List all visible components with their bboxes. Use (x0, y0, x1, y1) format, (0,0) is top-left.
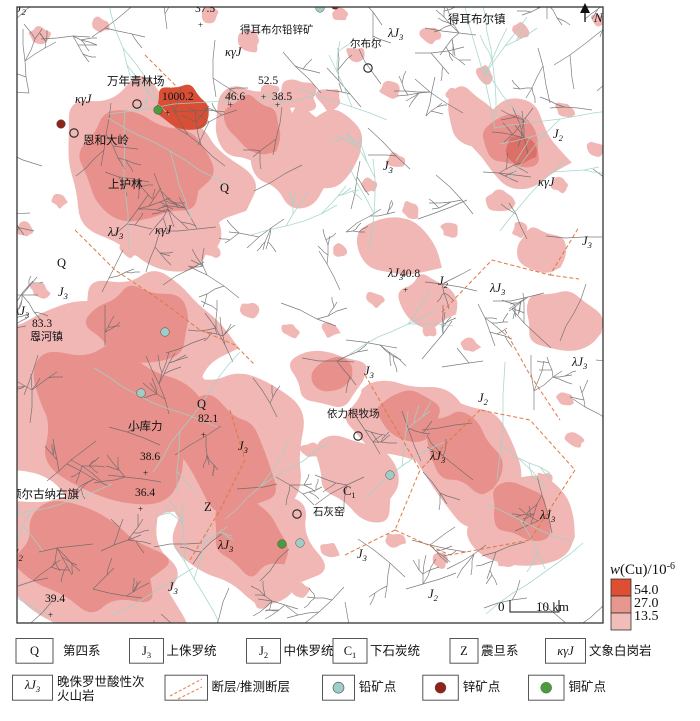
svg-text:κγJ: κγJ (155, 223, 173, 237)
svg-text:额尔古纳右旗: 额尔古纳右旗 (10, 487, 79, 501)
svg-text:第四系: 第四系 (63, 644, 101, 658)
svg-text:Z: Z (204, 500, 212, 514)
svg-text:+: + (261, 92, 266, 102)
svg-text:+: + (138, 504, 143, 514)
svg-text:得耳布尔镇: 得耳布尔镇 (448, 12, 506, 26)
svg-text:w(Cu)/10-6: w(Cu)/10-6 (610, 561, 675, 578)
svg-text:36.4: 36.4 (135, 487, 155, 499)
svg-text:13.5: 13.5 (634, 609, 659, 624)
svg-text:+: + (275, 100, 280, 110)
svg-text:Q: Q (30, 644, 39, 658)
svg-text:N: N (593, 10, 604, 25)
svg-text:82.1: 82.1 (198, 413, 218, 425)
svg-text:39.4: 39.4 (45, 593, 65, 605)
svg-text:铅矿点: 铅矿点 (359, 680, 397, 694)
svg-text:0: 0 (498, 599, 505, 614)
svg-text:上护林: 上护林 (108, 177, 143, 191)
svg-text:38.6: 38.6 (140, 451, 160, 463)
svg-text:κγJ: κγJ (538, 175, 556, 189)
svg-text:小库力: 小库力 (128, 419, 163, 433)
svg-text:Q: Q (57, 256, 66, 270)
svg-text:1000.2: 1000.2 (162, 91, 194, 103)
svg-text:断层/推测断层: 断层/推测断层 (212, 679, 290, 694)
svg-text:Q: Q (220, 181, 229, 195)
svg-text:κγJ: κγJ (225, 45, 243, 59)
svg-text:尔布尔: 尔布尔 (350, 37, 382, 50)
svg-text:火山岩: 火山岩 (57, 688, 95, 703)
svg-text:得耳布尔铅锌矿: 得耳布尔铅锌矿 (240, 23, 314, 36)
svg-text:+: + (35, 335, 40, 345)
svg-text:石灰窑: 石灰窑 (313, 505, 345, 518)
svg-text:κγJ: κγJ (75, 92, 93, 106)
svg-text:锌矿点: 锌矿点 (463, 680, 501, 694)
svg-text:Z: Z (460, 644, 468, 658)
svg-text:Q: Q (197, 397, 206, 411)
svg-text:依力根牧场: 依力根牧场 (327, 407, 380, 420)
svg-text:+: + (228, 100, 233, 110)
svg-text:文象白岗岩: 文象白岗岩 (589, 643, 652, 658)
svg-text:铜矿点: 铜矿点 (569, 679, 607, 694)
svg-text:+: + (48, 610, 53, 620)
svg-text:+: + (201, 430, 206, 440)
svg-text:κγJ: κγJ (557, 644, 575, 658)
svg-text:+: + (165, 108, 170, 118)
svg-text:晚侏罗世酸性次: 晚侏罗世酸性次 (57, 674, 145, 689)
svg-text:52.5: 52.5 (258, 75, 278, 87)
svg-text:+: + (198, 20, 203, 30)
svg-text:+: + (143, 468, 148, 478)
svg-text:万年青林场: 万年青林场 (107, 74, 165, 88)
svg-text:震旦系: 震旦系 (481, 644, 519, 658)
svg-text:下石炭统: 下石炭统 (370, 644, 420, 658)
svg-text:83.3: 83.3 (32, 318, 52, 330)
svg-text:恩和大岭: 恩和大岭 (83, 133, 129, 147)
svg-text:+: + (403, 285, 408, 295)
svg-text:上侏罗统: 上侏罗统 (167, 644, 217, 658)
svg-text:中侏罗统: 中侏罗统 (284, 643, 334, 658)
